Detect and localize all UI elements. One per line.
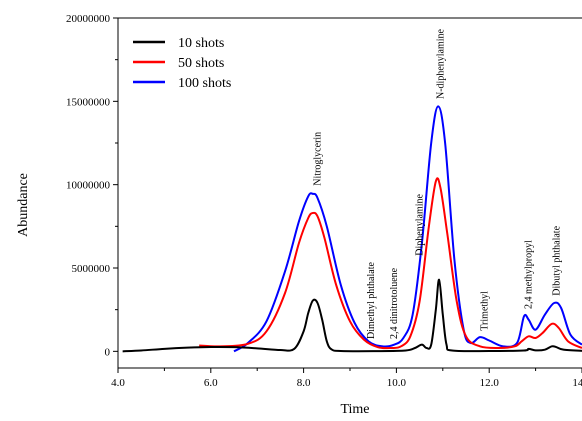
y-tick-label: 10000000 bbox=[66, 180, 111, 192]
x-tick-label: 8.0 bbox=[297, 377, 311, 389]
peak-annotation: N-diphenylamine bbox=[436, 28, 447, 99]
legend-label: 100 shots bbox=[178, 76, 231, 91]
peak-annotation: Trimethyl bbox=[480, 291, 491, 331]
x-tick-label: 4.0 bbox=[111, 377, 125, 389]
y-tick-label: 5000000 bbox=[72, 263, 111, 275]
peak-annotation: Dibutyl phthalate bbox=[552, 225, 563, 295]
x-axis: 4.0 6.0 8.0 10.0 12.0 14.0 bbox=[111, 368, 582, 389]
series-line-50-shots bbox=[199, 177, 582, 350]
peak-annotation: 2,4 methylpropyl bbox=[524, 240, 535, 309]
peak-annotation: 2,4 dinitrotoluene bbox=[389, 267, 400, 339]
series-line-100-shots bbox=[233, 105, 582, 353]
annotation-layer: Nitroglycerin Dimethyl phthalate 2,4 dinit… bbox=[313, 28, 563, 339]
x-tick-label: 6.0 bbox=[204, 377, 218, 389]
y-tick-label: 0 bbox=[105, 346, 111, 358]
legend-label: 10 shots bbox=[178, 36, 224, 51]
peak-annotation: Nitroglycerin bbox=[313, 132, 324, 186]
series-layer bbox=[122, 105, 582, 353]
x-tick-label: 14.0 bbox=[572, 377, 582, 389]
peak-annotation: Dimethyl phthalate bbox=[366, 262, 377, 339]
series-line-10-shots bbox=[122, 278, 582, 353]
legend: 10 shots 50 shots 100 shots bbox=[133, 36, 231, 91]
y-tick-label: 15000000 bbox=[66, 96, 111, 108]
x-tick-label: 12.0 bbox=[480, 377, 500, 389]
y-axis-title: Abundance bbox=[16, 173, 31, 237]
x-axis-title: Time bbox=[340, 402, 369, 417]
legend-label: 50 shots bbox=[178, 56, 224, 71]
peak-annotation: Diphenylamine bbox=[415, 193, 426, 255]
y-axis: 0 5000000 10000000 15000000 20000000 bbox=[66, 13, 118, 358]
y-tick-label: 20000000 bbox=[66, 13, 111, 25]
x-tick-label: 10.0 bbox=[387, 377, 407, 389]
